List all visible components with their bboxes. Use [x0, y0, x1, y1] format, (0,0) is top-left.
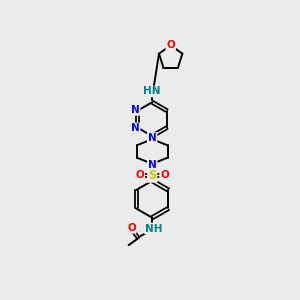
Text: N: N — [131, 105, 140, 115]
Text: O: O — [166, 40, 175, 50]
Text: O: O — [127, 223, 136, 233]
Text: O: O — [136, 170, 144, 180]
Text: HN: HN — [143, 86, 161, 96]
Text: N: N — [148, 160, 157, 170]
Text: N: N — [148, 133, 157, 143]
Text: S: S — [148, 169, 157, 182]
Text: NH: NH — [145, 224, 163, 233]
Text: N: N — [131, 123, 140, 134]
Text: O: O — [160, 170, 169, 180]
